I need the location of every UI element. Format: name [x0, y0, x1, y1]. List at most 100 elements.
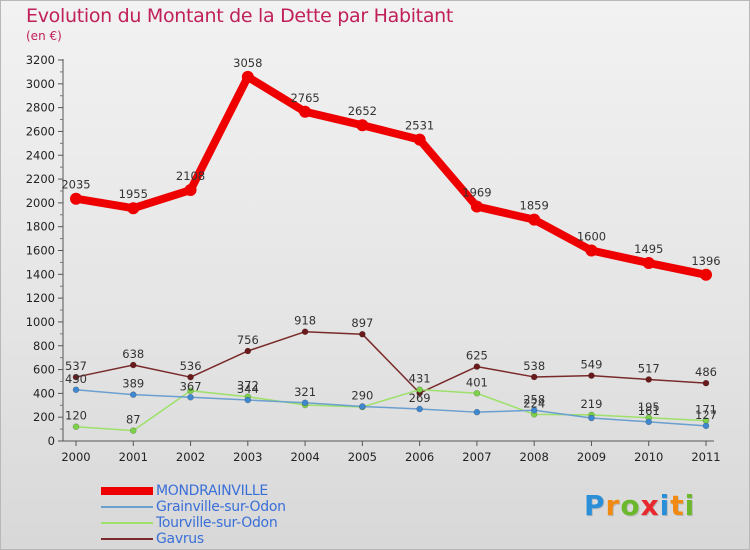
logo-letter: o — [620, 489, 641, 522]
legend-swatch — [101, 522, 153, 524]
y-tick-label: 3000 — [26, 77, 55, 91]
legend: MONDRAINVILLE Grainville-sur-Odon Tourvill… — [101, 483, 421, 547]
data-point — [70, 192, 82, 205]
x-tick-label: 2008 — [520, 450, 549, 464]
data-point — [129, 361, 137, 369]
data-label: 1396 — [691, 254, 720, 268]
legend-label: MONDRAINVILLE — [156, 483, 268, 499]
logo-letter: i — [684, 489, 696, 522]
legend-label: Grainville-sur-Odon — [156, 499, 286, 515]
proxiti-logo: Proxiti — [584, 489, 695, 522]
data-point — [530, 406, 538, 414]
y-tick-label: 2600 — [26, 124, 55, 138]
y-tick-label: 2000 — [26, 196, 55, 210]
y-tick-label: 2400 — [26, 148, 55, 162]
data-point — [473, 389, 481, 397]
y-tick-label: 3200 — [26, 53, 55, 67]
x-tick-label: 2005 — [348, 450, 377, 464]
x-tick-label: 2006 — [405, 450, 434, 464]
y-tick-label: 1000 — [26, 315, 55, 329]
x-tick-label: 2009 — [577, 450, 606, 464]
data-point — [244, 347, 252, 355]
series-line — [75, 389, 707, 427]
data-label: 2108 — [176, 169, 205, 183]
data-point — [301, 328, 309, 336]
data-label: 517 — [638, 361, 660, 375]
data-label: 290 — [351, 388, 373, 402]
data-label: 219 — [580, 397, 602, 411]
logo-letter: r — [605, 489, 621, 522]
y-tick-label: 1200 — [26, 291, 55, 305]
legend-swatch — [101, 506, 153, 508]
data-point — [359, 403, 366, 410]
data-label: 401 — [466, 375, 488, 389]
data-label: 2531 — [405, 119, 434, 133]
data-label: 2765 — [290, 91, 319, 105]
x-tick-label: 2003 — [233, 450, 262, 464]
data-point — [301, 399, 309, 407]
data-label: 1955 — [119, 187, 148, 201]
data-point — [413, 133, 426, 146]
logo-letter: i — [659, 489, 671, 522]
data-point — [187, 373, 194, 381]
data-point — [530, 373, 538, 381]
data-point — [588, 414, 595, 422]
data-label: 372 — [237, 379, 259, 393]
logo-letter: x — [640, 489, 660, 522]
data-label: 1859 — [520, 199, 549, 213]
data-point — [473, 363, 481, 370]
y-tick-label: 1400 — [26, 267, 55, 281]
data-label: 195 — [638, 400, 660, 414]
data-point — [184, 184, 197, 197]
legend-swatch — [101, 538, 153, 540]
data-label: 638 — [122, 347, 144, 361]
data-label: 224 — [523, 396, 545, 410]
data-point — [645, 376, 653, 383]
data-label: 171 — [695, 403, 717, 417]
series-line — [72, 72, 710, 279]
data-point — [702, 422, 710, 430]
data-label: 2652 — [348, 104, 377, 118]
chart-title: Evolution du Montant de la Dette par Hab… — [26, 5, 454, 27]
data-point — [528, 213, 541, 226]
x-tick-label: 2002 — [176, 450, 205, 464]
data-label: 486 — [695, 365, 717, 379]
data-label: 625 — [466, 349, 488, 363]
data-label: 258 — [523, 392, 545, 406]
legend-item: MONDRAINVILLE — [101, 483, 421, 499]
legend-item: Grainville-sur-Odon — [101, 499, 421, 515]
data-point — [645, 418, 653, 426]
series-line — [75, 330, 707, 394]
x-tick-label: 2000 — [61, 450, 90, 464]
data-label: 897 — [351, 316, 373, 330]
y-tick-label: 1800 — [26, 220, 55, 234]
data-label: 321 — [294, 385, 316, 399]
y-tick-label: 600 — [33, 363, 55, 377]
data-point — [356, 119, 369, 132]
x-tick-label: 2011 — [691, 450, 720, 464]
y-tick-label: 400 — [33, 386, 55, 400]
chart-unit: (en €) — [26, 29, 62, 43]
data-point — [72, 423, 80, 431]
x-tick-label: 2004 — [290, 450, 319, 464]
data-label: 538 — [523, 359, 545, 373]
data-point — [129, 427, 137, 434]
data-label: 367 — [180, 379, 202, 393]
data-point — [241, 70, 254, 83]
data-label: 431 — [409, 372, 431, 386]
data-label: 1600 — [577, 230, 606, 244]
data-point — [187, 394, 194, 401]
legend-swatch — [101, 487, 153, 495]
data-label: 87 — [126, 413, 141, 427]
data-label: 161 — [638, 404, 660, 418]
data-label: 389 — [122, 377, 144, 391]
data-point — [702, 379, 710, 387]
y-tick-label: 800 — [33, 339, 55, 353]
data-label: 2035 — [61, 178, 90, 192]
x-tick-label: 2007 — [462, 450, 491, 464]
data-label: 918 — [294, 314, 316, 328]
data-point — [244, 396, 252, 404]
data-point — [129, 391, 137, 398]
